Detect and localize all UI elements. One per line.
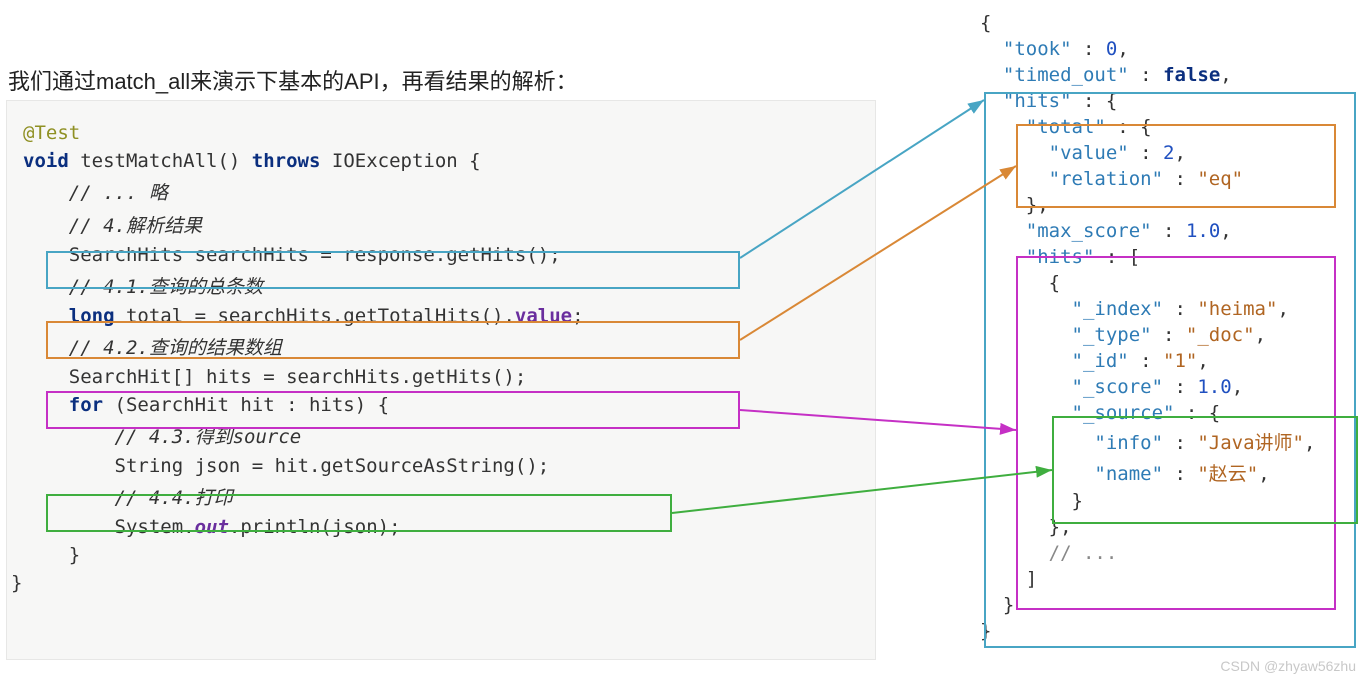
json-key: "timed_out" <box>1003 64 1129 86</box>
json-key: "took" <box>1003 38 1072 60</box>
code-line-source: String json = hit.getSourceAsString(); <box>7 452 875 480</box>
intro-text: 我们通过match_all来演示下基本的API，再看结果的解析： <box>8 64 578 96</box>
hl-left-orange <box>46 321 740 359</box>
kw-void: void <box>23 150 69 172</box>
code-comment: // ... 略 <box>7 175 875 208</box>
hl-right-green-source <box>1052 416 1358 524</box>
code-comment: // 4.解析结果 <box>7 208 875 241</box>
hl-left-blue <box>46 251 740 289</box>
json-line: "took" : 0, <box>980 36 1356 62</box>
code-line: @Test <box>7 119 875 147</box>
hl-right-orange-total <box>1016 124 1336 208</box>
watermark: CSDN @zhyaw56zhu <box>1220 658 1356 674</box>
json-num: 0 <box>1106 38 1117 60</box>
indent <box>980 64 1003 86</box>
code-line-hits-array: SearchHit[] hits = searchHits.getHits(); <box>7 363 875 391</box>
kw-throws: throws <box>252 150 321 172</box>
comma: , <box>1117 38 1128 60</box>
colon: : <box>1072 38 1106 60</box>
indent <box>980 38 1003 60</box>
hl-left-green <box>46 494 672 532</box>
code-line: } <box>7 569 875 597</box>
json-bool: false <box>1163 64 1220 86</box>
code-text: IOException { <box>320 150 480 172</box>
comma: , <box>1220 64 1231 86</box>
colon: : <box>1129 64 1163 86</box>
left-code-block: @Test void testMatchAll() throws IOExcep… <box>6 100 876 660</box>
json-line: { <box>980 10 1356 36</box>
code-line: } <box>7 541 875 569</box>
code-line: void testMatchAll() throws IOException { <box>7 147 875 175</box>
method-name: testMatchAll() <box>69 150 252 172</box>
annotation: @Test <box>23 122 80 144</box>
hl-left-magenta <box>46 391 740 429</box>
json-line: "timed_out" : false, <box>980 62 1356 88</box>
